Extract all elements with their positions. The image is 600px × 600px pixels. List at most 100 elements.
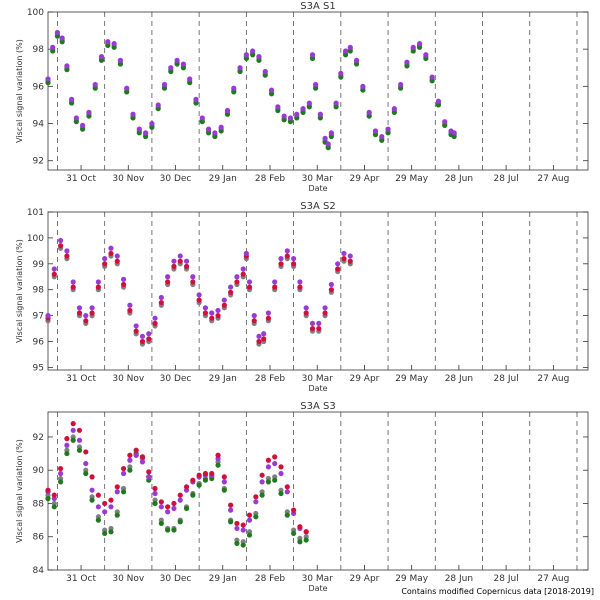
data-point <box>317 111 323 117</box>
y-tick-label: 95 <box>33 363 44 373</box>
data-point <box>86 109 92 115</box>
data-point <box>333 104 339 110</box>
x-tick-label: 29 May <box>395 574 429 584</box>
y-tick-label: 100 <box>27 8 44 18</box>
x-tick-label: 30 Dec <box>160 574 192 584</box>
x-tick-label: 31 Oct <box>66 574 96 584</box>
data-point <box>251 318 257 324</box>
data-point <box>218 124 224 130</box>
data-point <box>64 248 70 254</box>
data-point <box>76 427 83 433</box>
y-axis-label: Viscal signal variation (%) <box>15 239 24 343</box>
data-point <box>221 487 227 493</box>
data-point <box>297 284 303 290</box>
data-point <box>253 499 259 505</box>
y-axis-label: Viscal signal variation (%) <box>15 39 24 143</box>
chart-title: S3A S1 <box>300 1 335 12</box>
data-point <box>272 284 278 290</box>
data-point <box>265 315 272 321</box>
data-point <box>240 522 246 528</box>
data-point <box>199 115 205 121</box>
chart-panel-1: S3A S1 92 94 96 98 100 31 Oct 30 Nov 30 Dec 29 Ja… <box>15 1 589 193</box>
data-point <box>168 68 174 75</box>
x-tick-label: 29 Jan <box>209 574 237 584</box>
data-point <box>404 59 410 65</box>
data-point <box>240 527 246 533</box>
data-point <box>275 104 281 110</box>
data-point <box>70 437 76 443</box>
data-point <box>139 338 146 345</box>
data-point <box>209 470 215 477</box>
data-point <box>196 472 202 478</box>
data-point <box>117 57 124 63</box>
data-point <box>89 310 95 316</box>
data-point <box>398 85 404 91</box>
y-axis-label: Viscal signal variation (%) <box>15 439 24 543</box>
data-point <box>80 126 86 132</box>
data-point <box>70 279 76 285</box>
data-point <box>284 484 290 490</box>
data-point <box>95 517 101 523</box>
y-tick-label: 92 <box>33 433 44 443</box>
x-tick-label: 28 Jun <box>445 574 473 584</box>
data-point <box>423 55 429 62</box>
data-point <box>297 539 303 545</box>
data-point <box>120 489 127 495</box>
data-point <box>190 279 196 285</box>
x-tick-label: 29 Jan <box>209 374 237 384</box>
plot-frame <box>47 411 589 571</box>
data-point <box>102 500 108 507</box>
x-axis-label: Date <box>308 184 327 193</box>
data-point <box>328 281 334 288</box>
data-point <box>240 266 246 272</box>
data-point <box>372 128 379 134</box>
data-point <box>70 284 76 290</box>
data-point <box>98 57 105 63</box>
x-axis-label: Date <box>308 384 327 393</box>
data-point <box>224 111 231 117</box>
data-point <box>190 477 196 483</box>
x-tick-label: 30 Dec <box>160 174 192 184</box>
data-point <box>278 490 284 497</box>
x-tick-label: 28 Jun <box>445 374 473 384</box>
data-point <box>59 39 65 45</box>
data-point <box>372 132 379 138</box>
data-point <box>124 85 130 91</box>
data-point <box>108 529 114 535</box>
data-point <box>57 479 64 485</box>
data-point <box>124 89 130 95</box>
data-point <box>290 530 297 537</box>
data-point <box>416 41 423 47</box>
data-point <box>92 85 98 91</box>
data-point <box>278 464 284 470</box>
data-point <box>265 464 272 470</box>
data-point <box>215 452 221 458</box>
data-point <box>73 115 79 121</box>
data-point <box>202 470 209 477</box>
data-point <box>303 529 309 535</box>
data-point <box>177 253 183 259</box>
data-point <box>83 460 89 467</box>
y-tick-label: 90 <box>33 466 45 476</box>
series-purple <box>45 29 457 147</box>
data-point <box>114 489 120 495</box>
data-point <box>51 504 57 510</box>
data-point <box>366 113 372 119</box>
data-point <box>451 133 457 140</box>
data-point <box>114 512 120 518</box>
y-tick-label: 99 <box>33 260 45 270</box>
data-point <box>442 119 448 125</box>
y-tick-label: 97 <box>33 312 44 322</box>
data-point <box>451 130 457 136</box>
data-point <box>64 253 70 259</box>
data-point <box>108 504 114 510</box>
data-point <box>202 477 209 483</box>
data-point <box>83 470 89 477</box>
data-point <box>404 63 410 69</box>
data-point <box>196 292 202 298</box>
data-point <box>89 497 95 503</box>
data-point <box>171 527 177 533</box>
x-tick-label: 29 Apr <box>349 374 379 384</box>
data-point <box>187 80 193 86</box>
data-point <box>152 315 158 321</box>
